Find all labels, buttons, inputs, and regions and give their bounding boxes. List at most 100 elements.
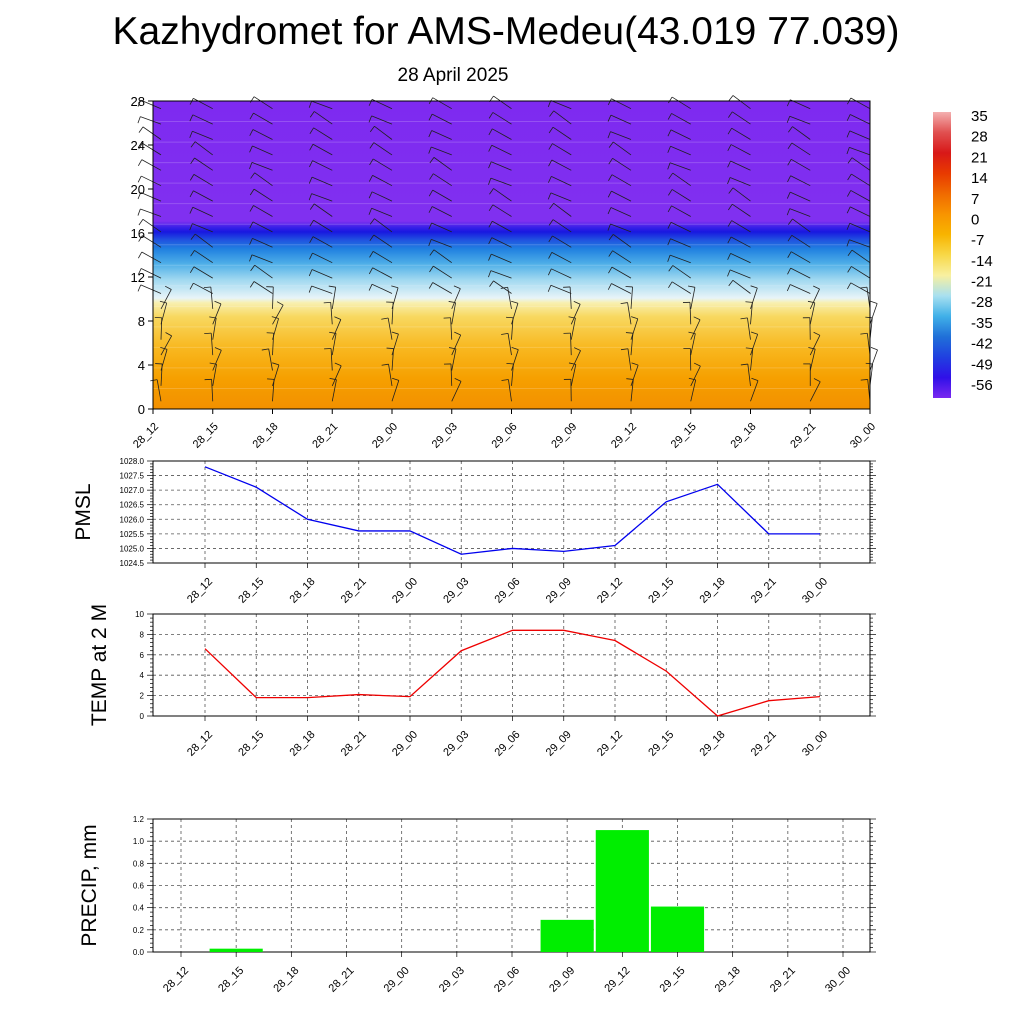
wind-barb xyxy=(212,364,217,386)
wind-barb xyxy=(192,130,213,140)
wind-barb-flag xyxy=(428,146,432,154)
wind-barb-flag xyxy=(189,131,193,138)
wind-barb-flag xyxy=(860,379,868,381)
wind-barb xyxy=(790,158,811,171)
wind-barb-flag xyxy=(727,253,731,260)
wind-barb-flag xyxy=(865,362,873,365)
wind-barb xyxy=(311,285,333,294)
x-tick-label: 29_12 xyxy=(595,729,625,759)
wind-barb xyxy=(254,264,273,279)
wind-barb xyxy=(849,222,871,233)
x-tick-label: 29_03 xyxy=(437,965,467,995)
wind-barb-flag xyxy=(728,95,734,102)
wind-barb xyxy=(630,379,634,402)
wind-barb-flag xyxy=(787,235,793,242)
x-tick-label: 28_21 xyxy=(310,421,340,451)
wind-barb-flag xyxy=(667,162,671,170)
wind-barb-flag xyxy=(391,331,399,335)
wind-barb-flag xyxy=(573,300,581,305)
wind-barb-flag xyxy=(667,146,671,153)
wind-barb-flag xyxy=(787,251,792,258)
wind-barb-flag xyxy=(160,347,168,350)
wind-barb-flag xyxy=(428,113,433,121)
wind-barb xyxy=(141,251,162,264)
wind-barb xyxy=(194,157,213,171)
pmsl-panel: 1028.0 1027.5 1027.0 1026.5 1026.0 1025.5 1025… xyxy=(72,457,876,606)
wind-barb xyxy=(511,349,519,371)
wind-barb xyxy=(331,365,342,387)
wind-barb-flag xyxy=(428,222,433,230)
wind-barb-flag xyxy=(368,267,373,275)
wind-barb xyxy=(254,172,273,187)
wind-barb xyxy=(690,287,696,309)
wind-barb-flag xyxy=(631,316,638,320)
wind-barb xyxy=(849,146,871,156)
wind-barb xyxy=(272,318,279,340)
heatmap-panel: 0 4 8 12 16 20 24 28 28_12 28_15 28_18 28_21 29_00 29… xyxy=(131,94,879,451)
wind-barb-flag xyxy=(271,316,279,319)
wind-barb-flag xyxy=(847,266,852,273)
wind-barb xyxy=(433,265,452,279)
wind-barb xyxy=(192,223,213,233)
wind-barb-flag xyxy=(272,362,280,366)
wind-barb xyxy=(140,116,162,125)
wind-barb xyxy=(272,304,284,325)
wind-barb-flag xyxy=(369,251,374,258)
wind-barb-flag xyxy=(693,362,701,367)
wind-barb xyxy=(789,208,811,217)
wind-barb xyxy=(550,100,572,110)
wind-barb xyxy=(869,303,878,325)
wind-barb xyxy=(212,303,222,325)
wind-barb xyxy=(729,269,751,279)
y-tick-label: 4 xyxy=(138,358,145,373)
wind-barb xyxy=(492,220,512,233)
wind-barb xyxy=(313,203,333,217)
wind-barb xyxy=(451,348,457,371)
y-tick-label: 0 xyxy=(138,402,145,417)
x-tick-label: 28_18 xyxy=(251,421,281,451)
wind-barb-flag xyxy=(727,269,731,277)
x-tick-label: 29_09 xyxy=(544,576,574,606)
wind-barb xyxy=(809,335,821,356)
wind-barb xyxy=(747,364,751,386)
wind-barb xyxy=(141,175,162,187)
wind-barb-flag xyxy=(137,175,142,183)
wind-barb-flag xyxy=(750,331,758,335)
wind-barb-flag xyxy=(137,268,142,275)
wind-barb xyxy=(451,288,461,310)
wind-barb xyxy=(690,319,701,340)
wind-barb xyxy=(792,218,811,233)
wind-barb xyxy=(431,113,452,125)
wind-barb xyxy=(491,144,512,156)
wind-barb xyxy=(141,268,162,279)
wind-barb-flag xyxy=(138,143,143,150)
wind-barb-flag xyxy=(787,159,792,166)
wind-barb xyxy=(372,175,393,187)
precip-bar xyxy=(650,906,705,952)
wind-barb-flag xyxy=(667,222,672,229)
y-tick-label: 1.2 xyxy=(133,815,145,824)
wind-barb-flag xyxy=(740,317,748,320)
wind-barb-flag xyxy=(488,237,493,245)
wind-barb xyxy=(869,349,878,371)
wind-barb xyxy=(451,381,462,402)
wind-barb xyxy=(507,333,512,356)
wind-barb-flag xyxy=(428,206,433,213)
x-tick-label: 29_06 xyxy=(492,965,522,995)
x-tick-label: 28_18 xyxy=(271,965,301,995)
wind-barb xyxy=(372,158,393,171)
x-tick-label: 29_15 xyxy=(658,965,688,995)
plot-frame xyxy=(152,818,871,953)
y-tick-label: 8 xyxy=(140,630,145,639)
wind-barb-flag xyxy=(607,190,612,198)
wind-barb xyxy=(142,142,162,156)
wind-barb xyxy=(508,379,512,402)
wind-barb-flag xyxy=(501,379,509,381)
y-tick-label: 8 xyxy=(138,314,145,329)
wind-barb-flag xyxy=(249,188,255,196)
wind-barb xyxy=(210,333,214,356)
wind-barb xyxy=(730,253,751,264)
wind-barb-flag xyxy=(668,96,673,104)
wind-barb xyxy=(750,302,753,325)
